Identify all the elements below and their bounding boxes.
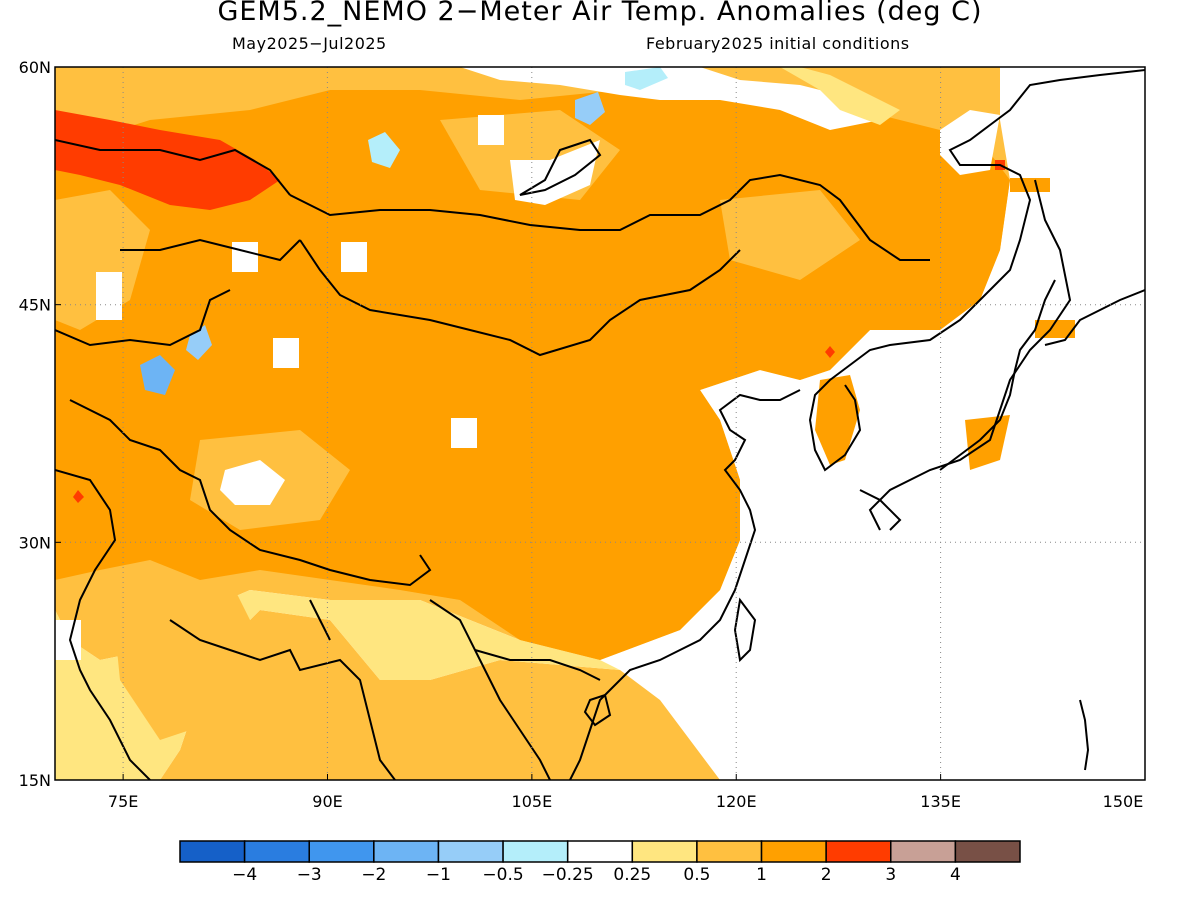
colorbar-swatch xyxy=(373,840,440,863)
colorbar-label: −3 xyxy=(297,865,322,885)
grid-lines xyxy=(55,67,1145,780)
anomaly-fill-neutral-patch xyxy=(220,460,285,505)
colorbar-swatch xyxy=(825,840,892,863)
map-frame xyxy=(54,66,1146,781)
x-tick-label: 150E xyxy=(1103,792,1144,811)
y-tick-label: 30N xyxy=(19,533,51,552)
anomaly-fill-05-1-strip xyxy=(1035,320,1075,338)
axis-labels: 75E 90E 105E 120E 135E 150E 15N 30N 45N 60N xyxy=(19,58,1146,811)
forecast-period: May2025−Jul2025 xyxy=(232,34,387,53)
colorbar-swatch xyxy=(890,840,957,863)
x-tick-label: 75E xyxy=(108,792,138,811)
anomaly-fill-05-1-pocket-west xyxy=(55,190,150,330)
colorbar-swatch xyxy=(760,840,827,863)
anomaly-fill-2-3-spot xyxy=(73,490,84,503)
colorbar-label: −2 xyxy=(361,865,386,885)
anomaly-fill-neg025-patch xyxy=(625,67,668,90)
anomaly-fill-2-3-spot xyxy=(825,346,835,358)
colorbar-label: −0.5 xyxy=(482,865,523,885)
anomaly-fill-05-1-strip xyxy=(815,375,860,465)
x-tick-label: 105E xyxy=(512,792,553,811)
anomaly-fill-neutral-patch xyxy=(478,115,504,145)
colorbar-swatch xyxy=(502,840,569,863)
colorbar-swatch xyxy=(308,840,375,863)
colorbar-swatch xyxy=(179,840,246,863)
anomaly-fill-neg025-patch xyxy=(368,132,400,168)
colorbar-label: −0.25 xyxy=(542,865,594,885)
anomaly-fill-neg1-patch xyxy=(140,355,175,395)
anomaly-fill-neutral-patch xyxy=(510,140,600,205)
anomaly-fill-neutral-patch xyxy=(341,242,367,272)
map-title: GEM5.2_NEMO 2−Meter Air Temp. Anomalies … xyxy=(217,0,983,27)
colorbar-label: 2 xyxy=(821,865,832,885)
anomaly-fill-neutral-patch xyxy=(451,418,477,448)
colorbar-label: 1 xyxy=(756,865,767,885)
x-tick-label: 135E xyxy=(920,792,961,811)
anomaly-fill-neutral-patch xyxy=(96,272,122,320)
anomaly-fill-neutral-patch xyxy=(273,338,299,368)
colorbar: −4 −3 −2 −1 −0.5 −0.25 0.25 0.5 1 2 3 4 xyxy=(179,840,1021,885)
y-tick-label: 15N xyxy=(19,771,51,790)
initial-conditions: February2025 initial conditions xyxy=(646,34,910,53)
colorbar-label: 0.25 xyxy=(613,865,651,885)
colorbar-swatch xyxy=(631,840,698,863)
anomaly-fill-neutral-patch xyxy=(55,620,81,660)
anomaly-fill-2-3-kazakhstan xyxy=(55,110,280,210)
colorbar-swatch xyxy=(954,840,1021,863)
anomaly-fill-neutral-patch xyxy=(680,67,900,125)
colorbar-swatch xyxy=(243,840,310,863)
colorbar-swatch xyxy=(696,840,763,863)
colorbar-swatch xyxy=(437,840,504,863)
anomaly-fill-neg05-patch xyxy=(575,92,605,125)
colorbar-swatch xyxy=(566,840,634,863)
colorbar-label: 0.5 xyxy=(683,865,710,885)
anomaly-fill-05-1-pocket-northeast xyxy=(720,190,860,280)
y-tick-label: 60N xyxy=(19,58,51,77)
y-tick-label: 45N xyxy=(19,296,51,315)
coastlines-borders xyxy=(55,69,1145,780)
colorbar-label: −4 xyxy=(232,865,257,885)
anomaly-field xyxy=(55,67,1145,780)
anomaly-fill-05-1-pocket-south xyxy=(110,580,260,740)
anomaly-fill-05-1-strip xyxy=(1010,178,1050,192)
colorbar-label: −1 xyxy=(426,865,451,885)
colorbar-label: 3 xyxy=(885,865,896,885)
colorbar-label: 4 xyxy=(950,865,961,885)
anomaly-fill-neutral-patch xyxy=(460,67,880,130)
x-tick-label: 120E xyxy=(716,792,757,811)
x-tick-label: 90E xyxy=(312,792,342,811)
anomaly-fill-neutral-patch xyxy=(232,242,258,272)
